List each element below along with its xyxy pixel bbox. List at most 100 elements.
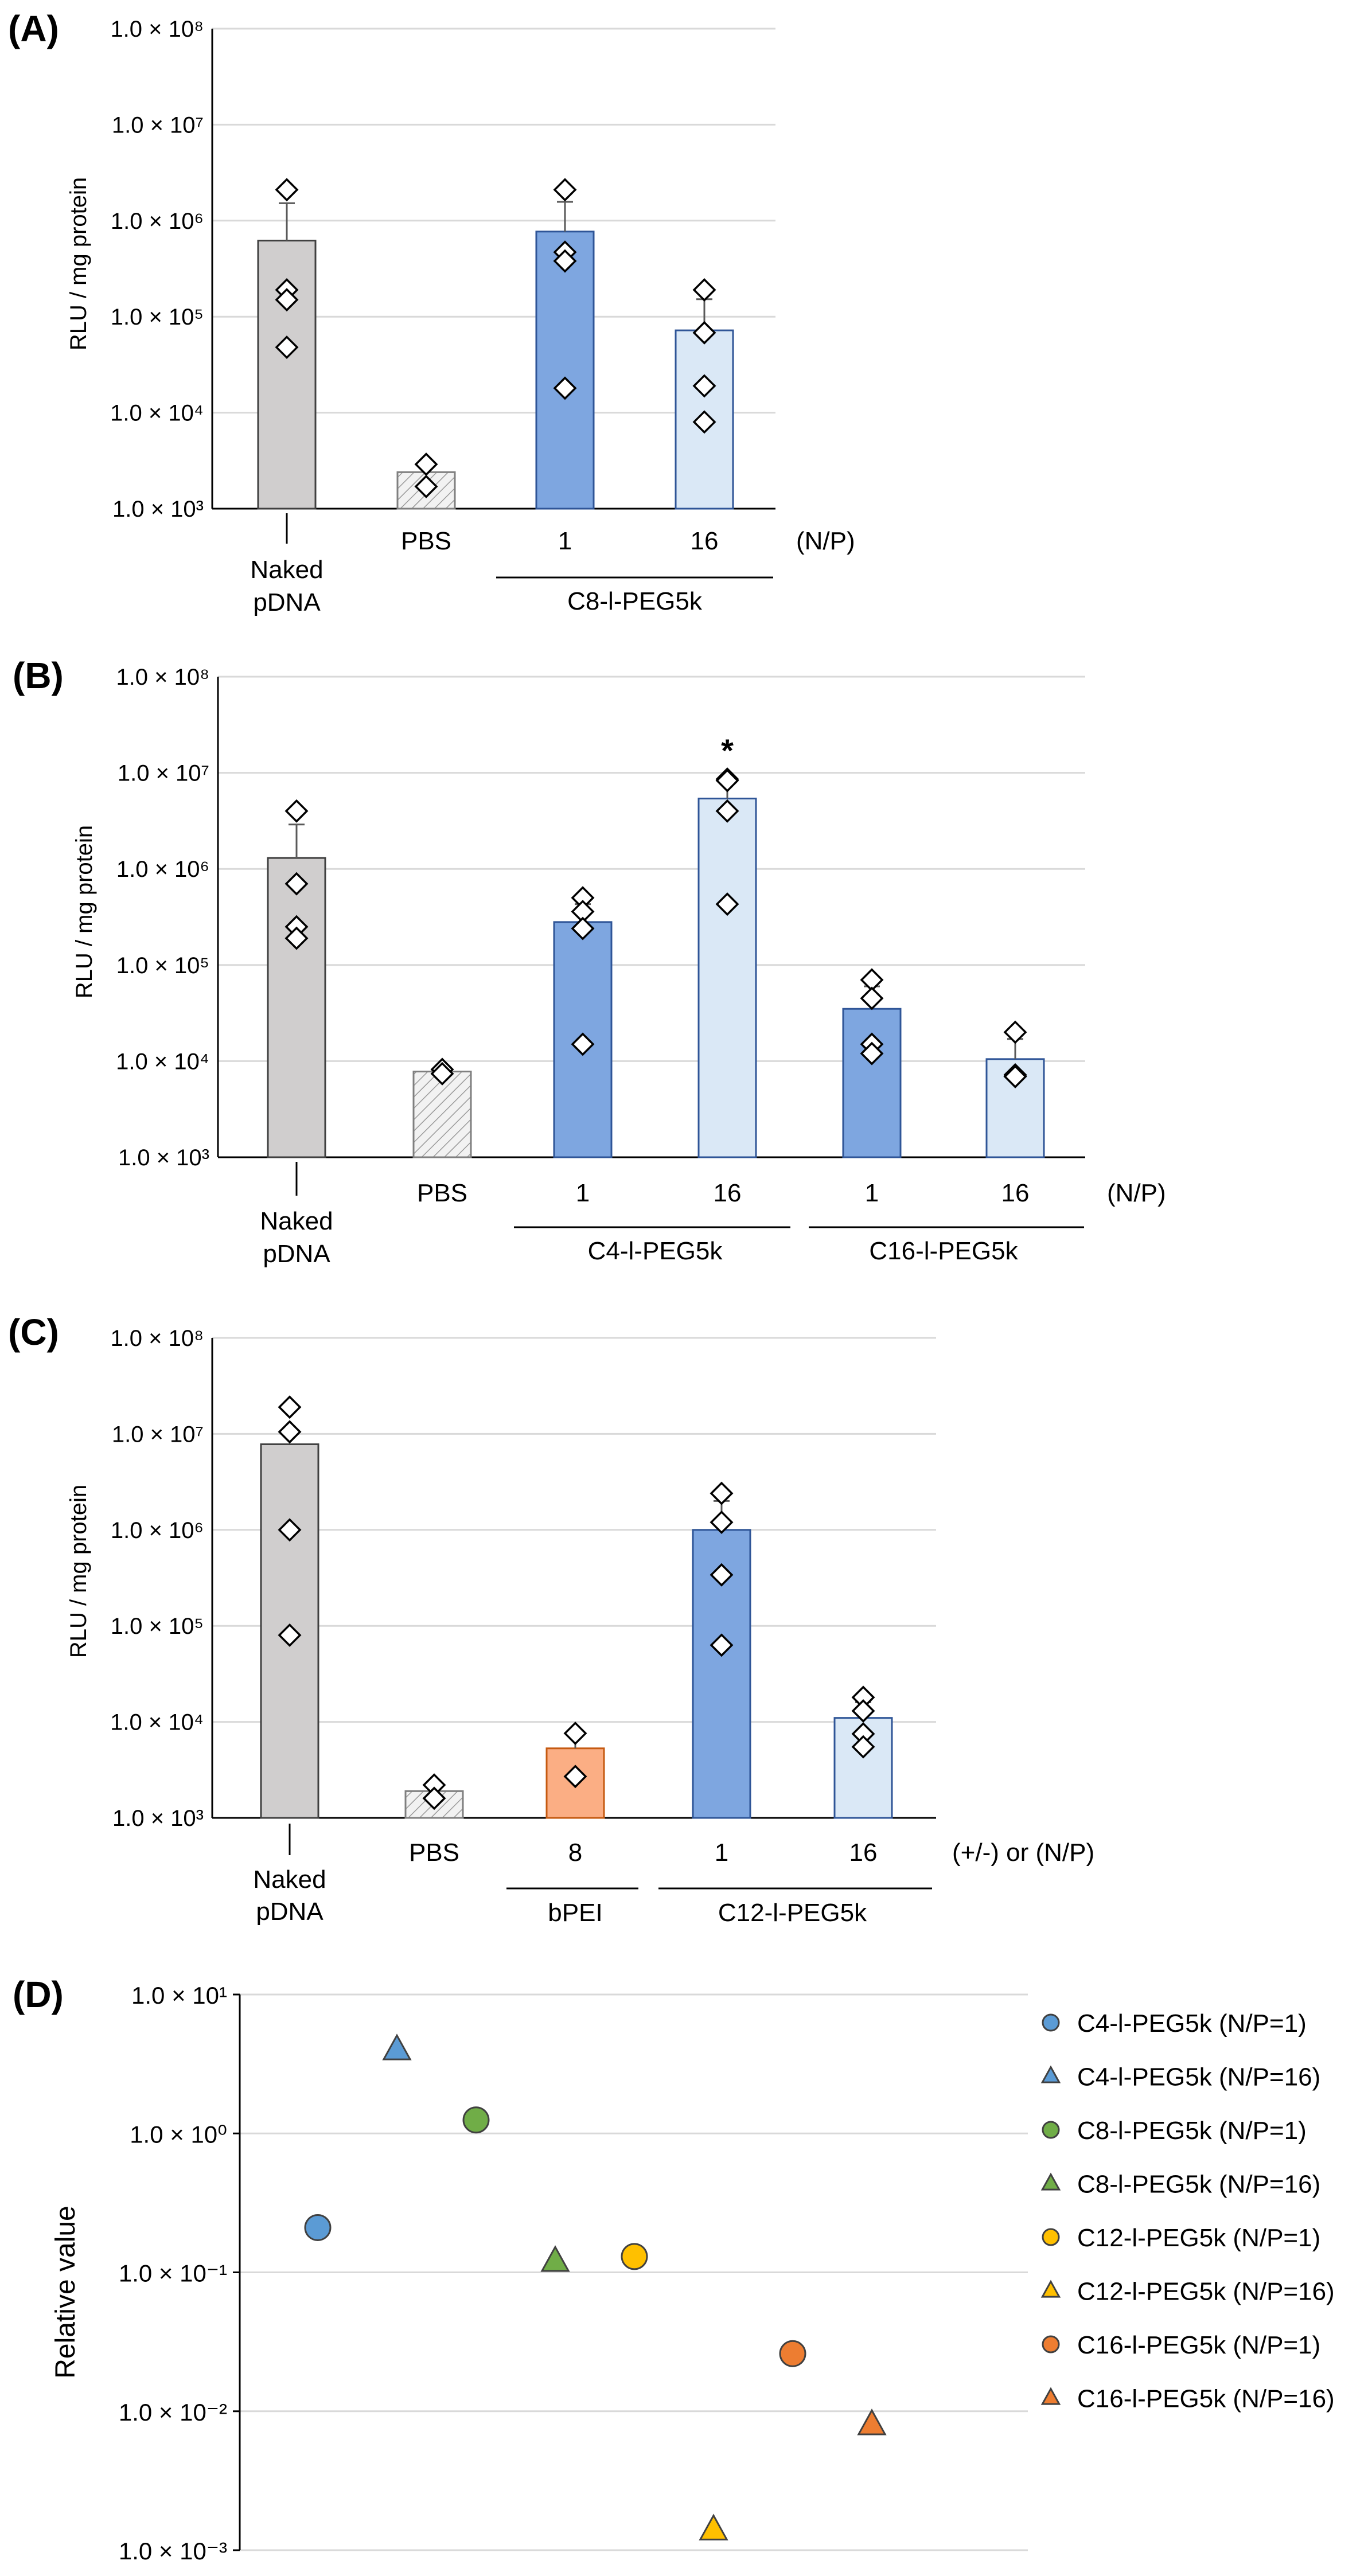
panel-d-label: (D) [13,1974,64,2015]
legend-marker [1042,2013,1060,2032]
legend-marker [1042,2228,1060,2246]
panel-b-y-axis-title: RLU / mg protein [72,825,97,998]
y-tick-label: 1.0 × 10⁵ [116,953,209,978]
data-point-diamond [275,335,299,360]
group-label: C8-l-PEG5k [567,587,703,615]
data-point-diamond [851,1735,875,1759]
data-point-diamond [284,872,309,896]
category-label: pDNA [256,1898,323,1926]
y-tick-label: 1.0 × 10⁶ [116,857,209,882]
data-point-diamond [571,1032,595,1056]
data-point-diamond [860,986,884,1010]
data-point-diamond [692,321,716,345]
scatter-point [382,2034,412,2060]
category-label: 16 [1001,1179,1030,1207]
y-tick-label: 1.0 × 10⁻¹ [119,2260,227,2287]
data-point-diamond [430,1061,454,1086]
legend-label: C4-l-PEG5k (N/P=16) [1077,2063,1320,2091]
data-point-diamond [1003,1064,1027,1088]
category-label: 1 [576,1179,590,1207]
scatter-point [779,2340,806,2367]
category-label: Naked [260,1207,333,1235]
legend-marker [1042,2121,1060,2139]
data-point-diamond [692,278,716,302]
category-label: 16 [714,1179,742,1207]
legend-marker [1040,2387,1061,2405]
legend-marker [1042,2335,1060,2353]
y-tick-label: 1.0 × 10⁴ [110,401,204,426]
legend-marker [1040,2065,1061,2083]
bar [842,1008,902,1158]
data-point-diamond [851,1699,875,1723]
y-tick-label: 1.0 × 10⁸ [110,1326,204,1351]
data-point-diamond [284,926,309,950]
legend-marker [1040,2280,1061,2298]
legend-label: C12-l-PEG5k (N/P=16) [1077,2278,1335,2306]
group-label: C4-l-PEG5k [588,1237,723,1265]
category-label: 16 [849,1839,878,1867]
legend-label: C4-l-PEG5k (N/P=1) [1077,2009,1307,2038]
data-point-diamond [275,288,299,312]
unit-label: (N/P) [796,527,855,555]
data-point-diamond [563,1722,587,1746]
panel-d: (D) Relative value 1.0 × 10⁻³ 1.0 × 10⁻² 1… [13,1974,1335,2565]
data-point-diamond [553,376,577,400]
category-label: 8 [568,1839,582,1867]
data-point-diamond [284,799,309,823]
unit-label: (N/P) [1107,1179,1166,1207]
y-tick-label: 1.0 × 10⁰ [130,2121,227,2148]
category-label: PBS [401,527,451,555]
bar [535,231,595,510]
group-label: C16-l-PEG5k [869,1237,1018,1265]
legend-label: C16-l-PEG5k (N/P=16) [1077,2385,1335,2413]
group-label: C12-l-PEG5k [718,1899,867,1927]
data-point-diamond [710,1511,734,1535]
y-tick-label: 1.0 × 10¹ [131,1982,227,2009]
panel-c: (C) RLU / mg protein 1.0 × 10³ 1.0 × 10⁴ 1… [8,1312,1094,1927]
panel-c-label: (C) [8,1312,59,1353]
category-label: Naked [253,1865,326,1894]
data-point-diamond [278,1518,302,1542]
scatter-point [621,2243,648,2270]
y-tick-label: 1.0 × 10⁷ [118,761,209,786]
panel-a-label: (A) [8,8,59,49]
panel-a: (A) RLU / mg protein 1.0 × 10³ 1.0 × 10⁴ 1… [8,8,855,616]
y-tick-label: 1.0 × 10³ [118,1145,209,1170]
data-point-diamond [563,1765,587,1789]
data-point-diamond [553,249,577,273]
y-tick-label: 1.0 × 10⁶ [111,1518,204,1543]
data-point-diamond [553,178,577,202]
data-point-diamond [278,1420,302,1444]
data-point-diamond [278,1623,302,1647]
data-point-diamond [571,916,595,940]
category-label: 16 [691,527,719,555]
panel-c-y-axis-title: RLU / mg protein [66,1485,91,1658]
data-point-diamond [710,1481,734,1505]
data-point-diamond [715,799,739,823]
bar [697,797,757,1158]
significance-marker: * [721,732,734,768]
data-point-diamond [275,178,299,202]
panel-b-label: (B) [13,655,64,696]
category-label: PBS [409,1839,459,1867]
legend-label: C12-l-PEG5k (N/P=1) [1077,2224,1320,2252]
y-tick-label: 1.0 × 10⁷ [112,1422,204,1447]
data-point-diamond [710,1633,734,1657]
y-tick-label: 1.0 × 10⁴ [110,1710,204,1735]
panel-b: (B) RLU / mg protein 1.0 × 10³ 1.0 × 10⁴ 1… [13,655,1166,1268]
panel-a-y-axis-title: RLU / mg protein [66,177,91,350]
legend-marker [1040,2172,1061,2191]
y-tick-label: 1.0 × 10⁶ [111,209,204,234]
data-point-diamond [414,474,438,498]
category-label: 1 [715,1839,728,1867]
y-tick-label: 1.0 × 10⁵ [111,1614,204,1639]
y-tick-label: 1.0 × 10³ [112,1806,204,1831]
data-point-diamond [715,768,739,793]
category-label: pDNA [263,1240,330,1268]
bar [267,857,326,1158]
legend-label: C8-l-PEG5k (N/P=1) [1077,2117,1307,2145]
category-label: pDNA [253,588,321,616]
data-point-diamond [692,410,716,434]
y-tick-label: 1.0 × 10⁴ [116,1049,209,1074]
data-point-diamond [860,1041,884,1065]
